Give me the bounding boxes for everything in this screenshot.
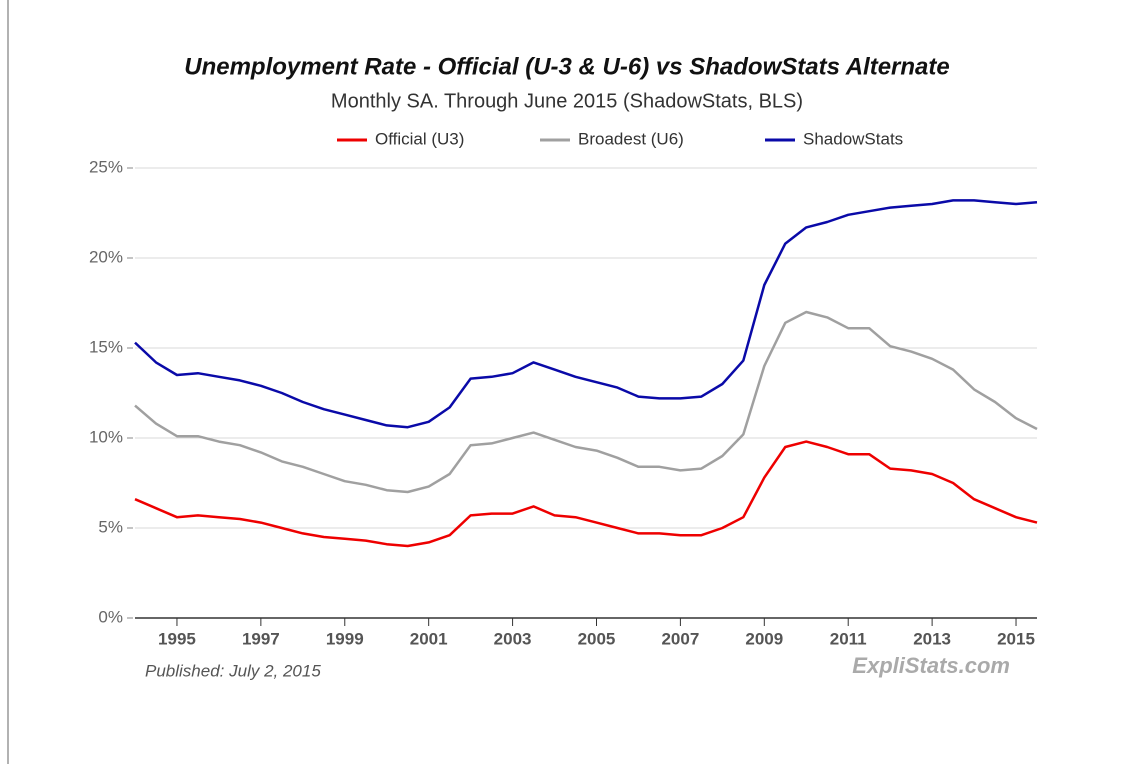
x-tick-label: 2011: [830, 629, 867, 648]
x-tick-label: 2013: [913, 629, 951, 648]
x-tick-label: 2007: [661, 629, 699, 648]
y-tick-label: 0%: [98, 607, 123, 626]
watermark: ExpliStats.com: [852, 653, 1010, 678]
x-tick-label: 1995: [158, 629, 196, 648]
x-tick-label: 2003: [494, 629, 532, 648]
legend-label: Official (U3): [375, 129, 464, 148]
x-tick-label: 2009: [745, 629, 783, 648]
chart-title: Unemployment Rate - Official (U-3 & U-6)…: [184, 53, 949, 80]
y-tick-label: 10%: [89, 427, 123, 446]
series-line: [134, 199, 1038, 429]
y-tick-label: 20%: [89, 247, 123, 266]
legend-label: Broadest (U6): [578, 129, 684, 148]
x-tick-label: 1997: [242, 629, 280, 648]
y-tick-label: 25%: [89, 157, 123, 176]
series-line: [134, 440, 1038, 548]
published-note: Published: July 2, 2015: [145, 661, 321, 680]
legend-label: ShadowStats: [803, 129, 903, 148]
x-tick-label: 2001: [410, 629, 448, 648]
y-tick-label: 5%: [98, 517, 123, 536]
chart-subtitle: Monthly SA. Through June 2015 (ShadowSta…: [331, 90, 803, 112]
x-tick-label: 2005: [578, 629, 616, 648]
x-tick-label: 2015: [997, 629, 1035, 648]
series-line: [134, 310, 1038, 494]
y-tick-label: 15%: [89, 337, 123, 356]
x-tick-label: 1999: [326, 629, 364, 648]
